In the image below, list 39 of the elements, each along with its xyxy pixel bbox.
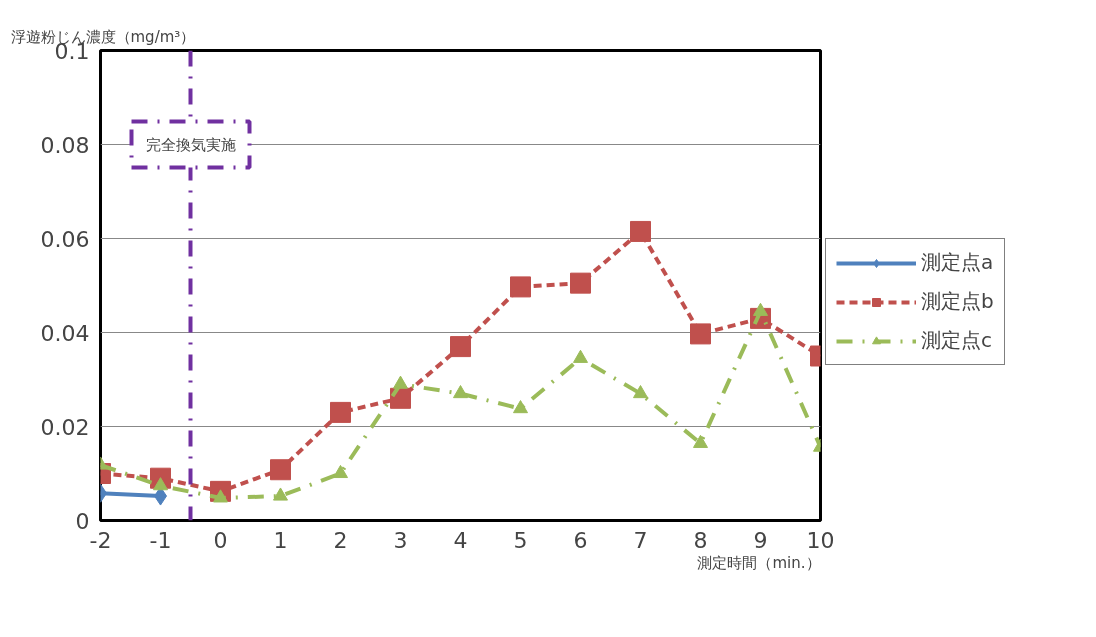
legend-label: 測定点c [921, 327, 992, 354]
point [690, 323, 711, 345]
point [273, 487, 288, 501]
point [633, 385, 648, 399]
x-tick-label: 2 [333, 527, 348, 553]
point [570, 272, 591, 294]
x-tick-label: 6 [573, 527, 588, 553]
y-tick-label: 0.06 [40, 226, 90, 252]
point [753, 302, 768, 316]
point [573, 349, 588, 363]
ref-line-label: 完全換気実施 [145, 135, 236, 154]
point [270, 459, 291, 481]
x-tick-label: 10 [806, 527, 835, 553]
x-tick-label: 8 [693, 527, 708, 553]
y-tick-label: 0.04 [40, 320, 90, 346]
point [450, 336, 471, 358]
x-tick-label: -2 [89, 527, 112, 553]
point [330, 401, 351, 423]
x-tick-label: 4 [453, 527, 468, 553]
point [630, 220, 651, 242]
point [693, 434, 708, 448]
point [333, 464, 348, 479]
point [453, 385, 468, 399]
x-tick-label: 0 [213, 527, 228, 553]
x-tick-label: 9 [753, 527, 768, 553]
point [510, 276, 531, 298]
x-tick-label: 3 [393, 527, 408, 553]
x-tick-label: 7 [633, 527, 648, 553]
point [393, 375, 408, 389]
x-tick-label: 5 [513, 527, 528, 553]
y-tick-label: 0.02 [40, 414, 90, 440]
legend-label: 測定点b [921, 288, 994, 315]
y-tick-label: 0 [75, 508, 90, 534]
x-axis-title: 測定時間（min.） [697, 553, 821, 572]
legend-label: 測定点a [921, 249, 994, 276]
point [513, 400, 528, 414]
x-tick-label: -1 [149, 527, 172, 553]
y-tick-label: 0.08 [40, 132, 90, 158]
x-tick-label: 1 [273, 527, 288, 553]
